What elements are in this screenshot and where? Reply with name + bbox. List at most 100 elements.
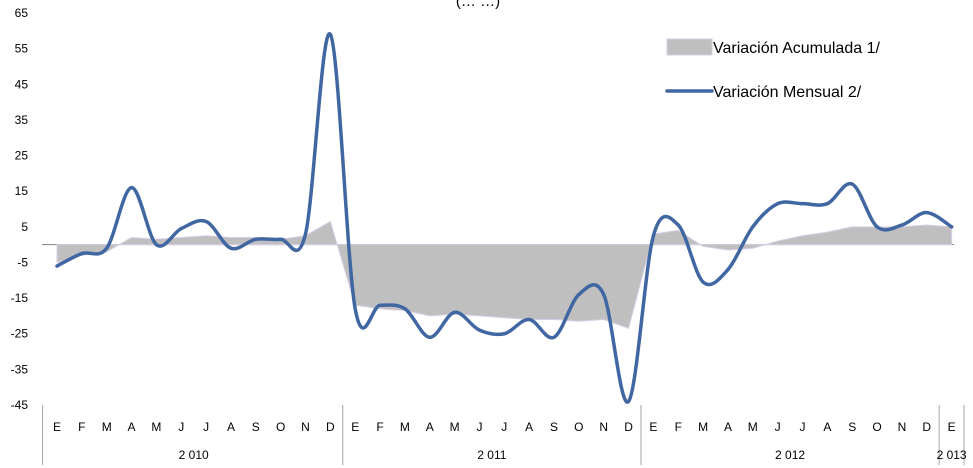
x-category-label: O [574, 420, 583, 434]
area-series-layer [56, 220, 953, 330]
line-series-point [303, 232, 308, 236]
x-category-label: S [848, 420, 856, 434]
line-series-point [428, 335, 432, 339]
year-group-label: 2 013 [937, 448, 967, 462]
line-series-point [353, 307, 357, 311]
line-series-point [800, 202, 805, 206]
line-series-point [403, 307, 407, 311]
line-series-point [254, 237, 258, 241]
line-series-point [726, 267, 730, 272]
line-series-layer [55, 32, 954, 404]
x-category-label: J [203, 420, 209, 434]
y-tick-label: 45 [15, 77, 29, 91]
y-tick-label: -25 [11, 327, 29, 341]
legend: Variación Acumulada 1/Variación Mensual … [665, 38, 880, 101]
y-tick-label: 25 [15, 149, 29, 163]
y-tick-label: 15 [15, 184, 29, 198]
x-category-label: J [178, 420, 184, 434]
x-category-label: F [78, 420, 85, 434]
x-category-label: M [698, 420, 708, 434]
line-series-path [55, 32, 954, 404]
y-tick-label: 5 [21, 220, 28, 234]
x-category-label: N [898, 420, 907, 434]
x-category-label: O [872, 420, 881, 434]
x-category-label: J [800, 420, 806, 434]
line-series-point [602, 292, 606, 297]
x-category-label: A [227, 420, 235, 434]
line-series-point [527, 317, 531, 322]
x-category-label: M [748, 420, 758, 434]
x-category-label: O [276, 420, 285, 434]
x-category-label: S [550, 420, 558, 434]
line-series-point [577, 292, 581, 297]
x-category-label: M [151, 420, 161, 434]
line-series-point [751, 225, 755, 229]
x-category-label: A [823, 420, 831, 434]
y-tick-label: 55 [15, 42, 29, 56]
x-category-label: E [649, 420, 657, 434]
line-series-point [850, 182, 854, 186]
line-series-point [950, 225, 954, 229]
line-series-point [900, 223, 904, 227]
x-category-label: M [400, 420, 410, 434]
x-axis-categories: E F M A M J J A S O N D E F M A M J J A S O N D E F M A M J J A S O N D E 2 0… [42, 405, 967, 465]
line-series-point [279, 237, 283, 241]
y-axis-ticks: 65 55 45 35 25 15 5 -5 -15 -25 -35 -45 [11, 6, 29, 412]
x-category-label: M [450, 420, 460, 434]
x-category-label: D [922, 420, 931, 434]
line-series-point [651, 234, 656, 238]
line-series-point [328, 32, 332, 36]
legend-swatch-area [666, 38, 713, 56]
line-series-point [925, 210, 929, 215]
year-group-label: 2 012 [775, 448, 805, 462]
y-tick-label: 65 [15, 6, 29, 20]
x-category-label: M [102, 420, 112, 434]
line-series-point [701, 280, 705, 284]
line-series-point [129, 186, 134, 190]
x-category-label: J [476, 420, 482, 434]
line-series-point [502, 332, 506, 336]
x-category-label: D [326, 420, 335, 434]
x-category-label: S [252, 420, 260, 434]
x-category-label: D [624, 420, 633, 434]
line-series-point [453, 310, 457, 314]
x-category-label: A [724, 420, 732, 434]
x-category-label: E [53, 420, 61, 434]
line-series-point [477, 328, 482, 332]
x-category-label: A [128, 420, 136, 434]
line-series-point [154, 243, 158, 247]
x-category-label: N [599, 420, 608, 434]
x-category-label: N [301, 420, 310, 434]
year-group-label: 2 010 [179, 448, 209, 462]
x-category-label: A [426, 420, 434, 434]
line-series-point [105, 246, 109, 250]
y-tick-label: -15 [11, 291, 29, 305]
line-series-point [229, 246, 233, 250]
line-series-point [179, 227, 183, 231]
line-series-point [776, 202, 780, 206]
x-category-label: F [675, 420, 682, 434]
area-series-fill [56, 220, 953, 330]
x-category-label: F [376, 420, 383, 434]
line-series-point [825, 202, 829, 206]
line-series-point [80, 251, 84, 256]
year-group-label: 2 011 [477, 448, 506, 462]
line-series-point [378, 303, 382, 307]
x-category-label: A [525, 420, 533, 434]
y-tick-label: -45 [11, 398, 29, 412]
x-category-label: E [351, 420, 359, 434]
line-series-point [204, 219, 208, 224]
line-series-point [676, 223, 680, 227]
x-category-label: E [948, 420, 956, 434]
line-series-point [55, 264, 59, 268]
y-tick-label: -5 [17, 255, 28, 269]
line-series-point [626, 399, 631, 404]
chart-title-fragment: (… …) [456, 0, 500, 10]
y-tick-label: 35 [15, 113, 29, 127]
y-tick-label: -35 [11, 362, 29, 376]
line-series-point [552, 335, 556, 339]
x-category-label: J [501, 420, 507, 434]
line-series-point [875, 225, 879, 229]
legend-label-line: Variación Mensual 2/ [713, 84, 862, 101]
